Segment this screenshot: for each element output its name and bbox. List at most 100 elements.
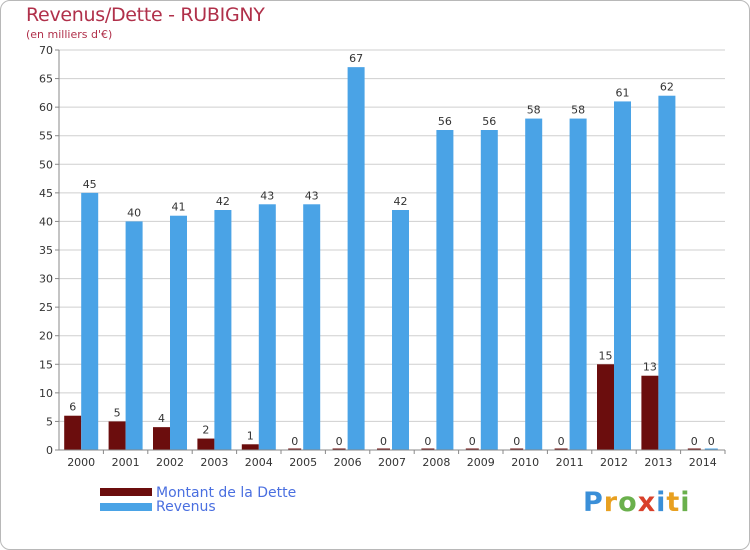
data-label-dette: 0: [336, 435, 343, 448]
bar-dette: [597, 364, 614, 450]
bar-dette: [421, 448, 435, 450]
bar-revenus: [436, 130, 454, 450]
y-tick-label: 0: [46, 444, 53, 457]
data-label-dette: 0: [513, 435, 520, 448]
bar-dette: [641, 375, 659, 450]
x-tick-label: 2006: [334, 456, 362, 469]
data-label-dette: 13: [643, 361, 657, 374]
legend-label-dette: Montant de la Dette: [156, 485, 297, 501]
bar-dette: [687, 448, 701, 450]
data-label-dette: 5: [114, 406, 121, 419]
data-label-revenus: 43: [260, 189, 274, 202]
data-label-revenus: 58: [571, 104, 585, 117]
legend-swatch-dette: [100, 488, 152, 496]
bar-revenus: [81, 192, 99, 450]
bar-revenus: [125, 221, 143, 450]
y-tick-label: 65: [39, 73, 53, 86]
data-label-dette: 0: [291, 435, 298, 448]
bar-dette: [510, 448, 524, 450]
bar-revenus: [258, 204, 276, 450]
data-label-revenus: 43: [305, 189, 319, 202]
data-label-revenus: 0: [708, 435, 715, 448]
data-label-revenus: 61: [616, 86, 630, 99]
bar-revenus: [704, 448, 718, 450]
y-tick-label: 5: [46, 415, 53, 428]
data-label-revenus: 58: [527, 104, 541, 117]
data-label-revenus: 40: [127, 206, 141, 219]
y-axis-ticks: 0 5 10 15 20 25 30 35 40 45 50 55 60 65 70: [39, 44, 59, 457]
bar-revenus: [569, 118, 587, 451]
x-tick-label: 2011: [556, 456, 584, 469]
x-tick-label: 2000: [67, 456, 95, 469]
chart-subtitle: (en milliers d'€): [26, 28, 113, 41]
x-axis-ticks: 2000 2001 2002 2003 2004 2005 2006 2007 2008 2009…: [67, 450, 726, 469]
bar-revenus: [658, 95, 676, 450]
x-tick-label: 2009: [467, 456, 495, 469]
y-tick-label: 10: [39, 387, 53, 400]
data-label-dette: 0: [424, 435, 431, 448]
y-tick-label: 25: [39, 301, 53, 314]
proxiti-logo: Proxiti: [583, 487, 691, 518]
y-tick-label: 35: [39, 244, 53, 257]
x-tick-label: 2010: [511, 456, 539, 469]
x-tick-label: 2014: [689, 456, 717, 469]
x-tick-label: 2008: [422, 456, 450, 469]
bar-revenus: [170, 215, 187, 450]
bar-revenus: [525, 118, 543, 451]
bar-revenus: [614, 101, 631, 450]
bar-dette: [332, 448, 346, 450]
data-label-revenus: 56: [438, 115, 452, 128]
y-tick-label: 55: [39, 130, 53, 143]
bar-dette: [108, 421, 126, 450]
y-tick-label: 20: [39, 330, 53, 343]
data-label-dette: 15: [599, 349, 613, 362]
y-tick-label: 30: [39, 273, 53, 286]
bar-dette: [554, 448, 568, 450]
data-label-dette: 1: [247, 429, 254, 442]
bar-dette: [153, 427, 170, 450]
data-label-revenus: 56: [482, 115, 496, 128]
data-label-dette: 0: [558, 435, 565, 448]
bar-revenus: [480, 130, 498, 450]
legend-swatch-revenus: [100, 503, 152, 511]
x-tick-label: 2003: [200, 456, 228, 469]
bar-dette: [288, 448, 302, 450]
bar-revenus: [347, 67, 365, 451]
bar-revenus: [303, 204, 321, 450]
data-label-dette: 0: [380, 435, 387, 448]
y-tick-label: 40: [39, 215, 53, 228]
bar-dette: [64, 415, 82, 450]
bar-dette: [465, 448, 479, 450]
data-label-dette: 2: [202, 424, 209, 437]
chart-title: Revenus/Dette - RUBIGNY: [26, 4, 265, 26]
y-tick-label: 60: [39, 101, 53, 114]
y-tick-label: 70: [39, 44, 53, 57]
data-label-revenus: 62: [660, 81, 674, 94]
x-tick-label: 2012: [600, 456, 628, 469]
y-tick-label: 15: [39, 358, 53, 371]
x-tick-label: 2007: [378, 456, 406, 469]
data-label-revenus: 42: [394, 195, 408, 208]
data-label-dette: 4: [158, 412, 165, 425]
bar-dette: [377, 448, 390, 450]
bar-revenus: [392, 210, 409, 450]
bar-revenus: [214, 210, 232, 450]
legend-label-revenus: Revenus: [156, 499, 216, 515]
data-label-revenus: 67: [349, 52, 363, 65]
bar-dette: [197, 438, 215, 450]
x-tick-label: 2013: [644, 456, 672, 469]
data-label-revenus: 45: [83, 178, 97, 191]
data-label-revenus: 41: [172, 201, 186, 214]
data-label-dette: 0: [691, 435, 698, 448]
x-tick-label: 2001: [112, 456, 140, 469]
x-tick-label: 2004: [245, 456, 273, 469]
y-tick-label: 50: [39, 158, 53, 171]
x-tick-label: 2005: [289, 456, 317, 469]
data-label-dette: 0: [469, 435, 476, 448]
data-label-revenus: 42: [216, 195, 230, 208]
x-tick-label: 2002: [156, 456, 184, 469]
data-label-dette: 6: [69, 401, 76, 414]
bars: 6 45 5 40 4 41 2 42 1 43 0 43 0 67 0 42 0 56 0 56 0 58 0 58 15 61…: [64, 52, 718, 451]
y-tick-label: 45: [39, 187, 53, 200]
